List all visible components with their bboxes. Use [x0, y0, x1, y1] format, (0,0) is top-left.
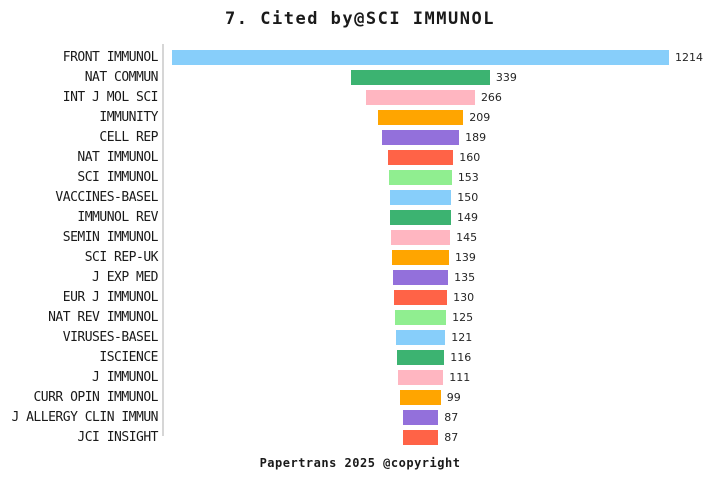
bar [392, 270, 449, 285]
value-label: 145 [456, 231, 478, 244]
category-label: IMMUNITY [99, 110, 158, 125]
category-label: NAT REV IMMUNOL [48, 310, 158, 325]
category-label: J IMMUNOL [92, 370, 158, 385]
value-label: 111 [449, 371, 471, 384]
chart-title: 7. Cited by@SCI IMMUNOL [225, 9, 495, 29]
category-label: IMMUNOL REV [77, 210, 158, 225]
value-label: 87 [444, 411, 459, 424]
bar [389, 170, 452, 185]
value-label: 150 [457, 191, 479, 204]
bar [351, 70, 490, 85]
value-label: 149 [456, 211, 478, 224]
value-label: 209 [469, 111, 491, 124]
y-axis-line [162, 44, 164, 436]
value-label: 160 [459, 151, 481, 164]
value-label: 266 [480, 91, 502, 104]
category-label: SCI IMMUNOL [77, 170, 158, 185]
value-label: 87 [444, 431, 459, 444]
category-label: NAT COMMUN [84, 70, 159, 85]
value-label: 189 [465, 131, 487, 144]
bar [390, 210, 451, 225]
category-label: VACCINES-BASEL [55, 190, 158, 205]
category-label: INT J MOL SCI [62, 90, 159, 105]
category-label: VIRUSES-BASEL [62, 330, 159, 345]
bar [392, 250, 449, 265]
category-label: JCI INSIGHT [77, 430, 158, 445]
category-label: SCI REP-UK [84, 250, 159, 265]
category-label: FRONT IMMUNOL [62, 50, 159, 65]
category-label: CELL REP [99, 130, 158, 145]
footer-credit: Papertrans 2025 @copyright [259, 456, 461, 470]
value-label: 130 [453, 291, 475, 304]
bar [390, 230, 451, 245]
value-label: 135 [454, 271, 476, 284]
category-label: EUR J IMMUNOL [62, 290, 159, 305]
bar [394, 310, 447, 325]
category-label: J ALLERGY CLIN IMMUN [11, 410, 158, 425]
category-label: NAT IMMUNOL [77, 150, 158, 165]
bar [395, 330, 446, 345]
bar [172, 50, 669, 65]
bar [389, 190, 452, 205]
category-label: ISCIENCE [99, 350, 158, 365]
category-label: SEMIN IMMUNOL [62, 230, 159, 245]
value-label: 125 [452, 311, 474, 324]
bar [387, 150, 454, 165]
value-label: 121 [451, 331, 473, 344]
bar [397, 370, 444, 385]
bar [366, 90, 475, 105]
value-label: 153 [457, 171, 479, 184]
bar [377, 110, 464, 125]
value-label: 1214 [675, 51, 703, 64]
value-label: 139 [454, 251, 476, 264]
bar [400, 390, 441, 405]
bar [402, 430, 439, 445]
bar [402, 410, 439, 425]
value-label: 116 [450, 351, 472, 364]
bar [393, 290, 448, 305]
value-label: 99 [446, 391, 461, 404]
category-label: J EXP MED [92, 270, 158, 285]
category-label: CURR OPIN IMMUNOL [33, 390, 158, 405]
bar [381, 130, 460, 145]
value-label: 339 [495, 71, 517, 84]
bar [396, 350, 445, 365]
